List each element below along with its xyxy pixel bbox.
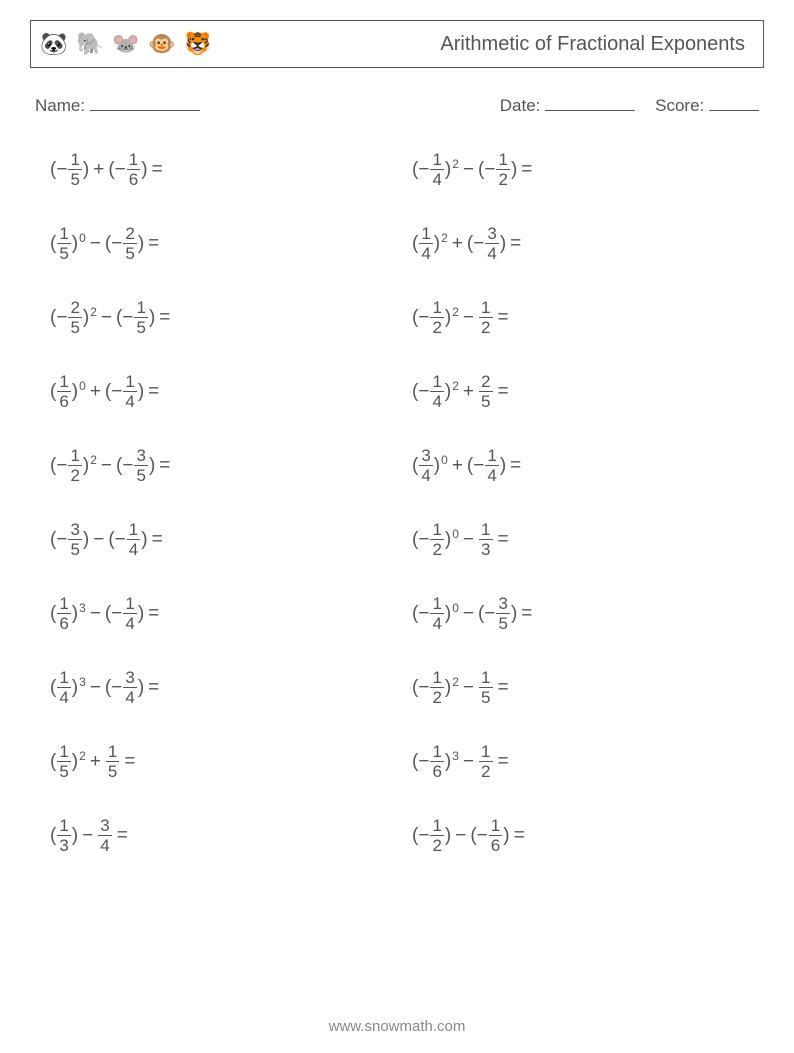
problem: (−12)2−(−35)= [50,442,392,490]
date-label: Date: [500,96,541,115]
problem: (34)0+(−14)= [412,442,754,490]
elephant-icon: 🐘 [73,27,107,61]
page-title: Arithmetic of Fractional Exponents [440,33,745,56]
problem: (−35)−(−14)= [50,516,392,564]
header-box: 🐼🐘🐭🐵🐯 Arithmetic of Fractional Exponents [30,20,764,68]
problem: (16)0+(−14)= [50,368,392,416]
name-blank[interactable] [90,92,200,111]
problem: (−25)2−(−15)= [50,294,392,342]
problem: (−12)2−15= [412,664,754,712]
meta-row: Name: Date: Score: [35,92,759,116]
score-field[interactable]: Score: [655,92,759,116]
tiger-icon: 🐯 [181,27,215,61]
problems-grid: (−15)+(−16)= (−14)2−(−12)= (15)0−(−25)= (14… [50,146,754,860]
problem: (−14)2−(−12)= [412,146,754,194]
problem: (−14)2+25= [412,368,754,416]
problem: (13)−34= [50,812,392,860]
problem: (−14)0−(−35)= [412,590,754,638]
panda-icon: 🐼 [37,27,71,61]
problem: (16)3−(−14)= [50,590,392,638]
problem: (−15)+(−16)= [50,146,392,194]
problem: (14)2+(−34)= [412,220,754,268]
problem: (14)3−(−34)= [50,664,392,712]
footer-url: www.snowmath.com [0,1018,794,1035]
icon-strip: 🐼🐘🐭🐵🐯 [37,27,215,61]
monkey-icon: 🐵 [145,27,179,61]
worksheet-page: 🐼🐘🐭🐵🐯 Arithmetic of Fractional Exponents… [0,0,794,1053]
name-field[interactable]: Name: [35,92,200,116]
score-label: Score: [655,96,704,115]
problem: (−12)−(−16)= [412,812,754,860]
date-blank[interactable] [545,92,635,111]
problem: (−12)2−12= [412,294,754,342]
problem: (15)2+15= [50,738,392,786]
problem: (15)0−(−25)= [50,220,392,268]
score-blank[interactable] [709,92,759,111]
problem: (−16)3−12= [412,738,754,786]
name-label: Name: [35,96,85,115]
mouse-icon: 🐭 [109,27,143,61]
date-field[interactable]: Date: [500,92,635,116]
problem: (−12)0−13= [412,516,754,564]
